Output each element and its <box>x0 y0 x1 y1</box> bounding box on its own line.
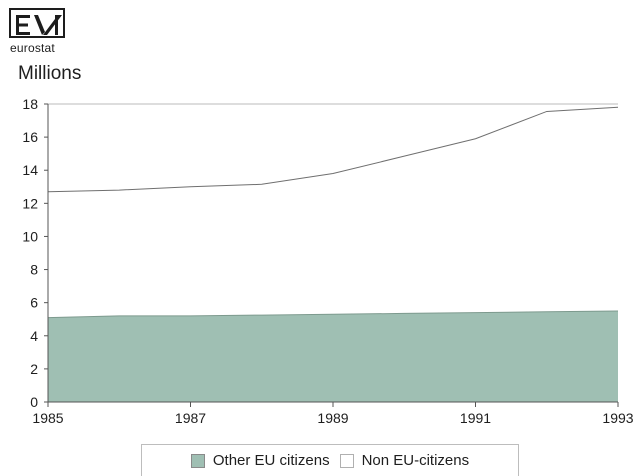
legend-item-other-eu: Other EU citizens <box>190 452 330 469</box>
x-tick-label-1985: 1985 <box>32 410 63 426</box>
eurostat-logo-text: eurostat <box>10 41 55 55</box>
y-tick-label-18: 18 <box>22 96 38 112</box>
y-tick-label-10: 10 <box>22 228 38 244</box>
y-tick-label-2: 2 <box>30 361 38 377</box>
legend-label-non-eu: Non EU-citizens <box>361 452 470 469</box>
x-tick-label-1993: 1993 <box>602 410 633 426</box>
x-tick-label-1991: 1991 <box>460 410 491 426</box>
y-tick-label-16: 16 <box>22 129 38 145</box>
y-tick-label-6: 6 <box>30 295 38 311</box>
line-total <box>47 106 619 193</box>
legend-swatch-non-eu <box>339 453 354 468</box>
x-tick-label-1989: 1989 <box>317 410 348 426</box>
x-tick-label-1987: 1987 <box>175 410 206 426</box>
y-tick-label-14: 14 <box>22 162 38 178</box>
area-other-eu-citizens <box>48 310 618 402</box>
y-tick-label-8: 8 <box>30 262 38 278</box>
area-non-eu-citizens <box>48 107 618 318</box>
eurostat-logo-icon <box>9 8 65 38</box>
line-other-eu-top <box>47 310 619 319</box>
y-tick-label-4: 4 <box>30 328 38 344</box>
legend-item-non-eu: Non EU-citizens <box>339 452 470 469</box>
y-tick-label-12: 12 <box>22 195 38 211</box>
y-tick-label-0: 0 <box>30 394 38 410</box>
chart-legend: Other EU citizens Non EU-citizens <box>141 444 519 476</box>
legend-swatch-other-eu <box>190 453 205 468</box>
legend-label-other-eu: Other EU citizens <box>212 452 330 469</box>
eurostat-logo: eurostat <box>9 8 69 56</box>
y-unit-label: Millions <box>18 63 82 84</box>
